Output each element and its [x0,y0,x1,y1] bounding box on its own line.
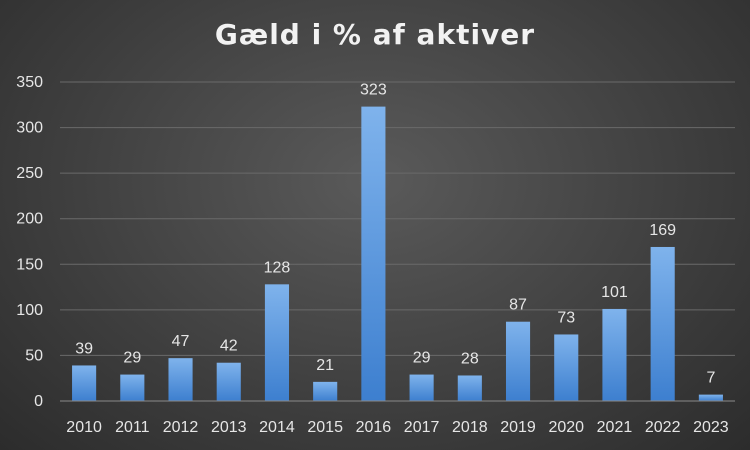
bar-2021 [602,308,627,401]
bar-2022 [650,246,675,401]
x-tick-label: 2010 [66,419,102,436]
gridlines [60,81,735,356]
x-tick-label: 2017 [404,419,440,436]
x-tick-label: 2012 [163,419,199,436]
x-tick-label: 2023 [693,419,729,436]
bar-2014 [264,284,290,401]
data-label-2010: 39 [75,340,93,357]
bar-2023 [698,394,723,401]
bars [72,106,723,401]
chart-title: Gæld i % af aktiver [214,18,536,51]
y-tick-label: 50 [25,347,43,364]
x-tick-label: 2022 [645,419,681,436]
data-label-2019: 87 [509,297,527,314]
x-tick-label: 2015 [307,419,343,436]
y-tick-label: 300 [16,120,43,137]
x-axis-tick-labels: 2010 2011 2012 2013 2014 2015 2016 2017 2018 2019… [66,419,728,436]
data-label-2011: 29 [123,350,141,367]
y-axis-tick-labels: 0 50 100 150 200 250 300 350 [16,74,43,410]
data-label-2015: 21 [316,357,334,374]
data-label-2022: 169 [649,222,676,239]
y-tick-label: 350 [16,74,43,91]
y-tick-label: 0 [34,393,43,410]
y-tick-label: 200 [16,211,43,228]
x-tick-label: 2016 [356,419,392,436]
data-label-2017: 29 [413,350,431,367]
bar-2011 [120,374,145,401]
bar-2010 [72,365,97,401]
bar-2013 [216,362,241,401]
data-label-2013: 42 [220,338,238,355]
x-tick-label: 2019 [500,419,536,436]
bar-2012 [168,358,193,401]
x-tick-label: 2011 [115,419,150,436]
data-label-2014: 128 [264,259,291,276]
data-label-2016: 323 [360,82,387,99]
bar-2015 [313,381,338,401]
bar-2017 [409,374,434,401]
bar-2016 [361,106,386,401]
y-tick-label: 150 [16,256,43,273]
data-labels: 39 29 47 42 128 21 323 29 28 87 73 101 169 7 [75,82,715,387]
y-tick-label: 100 [16,302,43,319]
y-tick-label: 250 [16,165,43,182]
x-tick-label: 2020 [548,419,584,436]
data-label-2012: 47 [172,333,190,350]
data-label-2020: 73 [557,309,575,326]
x-tick-label: 2013 [211,419,247,436]
bar-2020 [554,334,579,401]
x-tick-label: 2021 [597,419,633,436]
data-label-2023: 7 [706,370,715,387]
data-label-2021: 101 [601,284,628,301]
bar-2019 [505,321,531,401]
bar-2018 [457,375,482,401]
x-tick-label: 2014 [259,419,295,436]
x-tick-label: 2018 [452,419,488,436]
data-label-2018: 28 [461,350,479,367]
